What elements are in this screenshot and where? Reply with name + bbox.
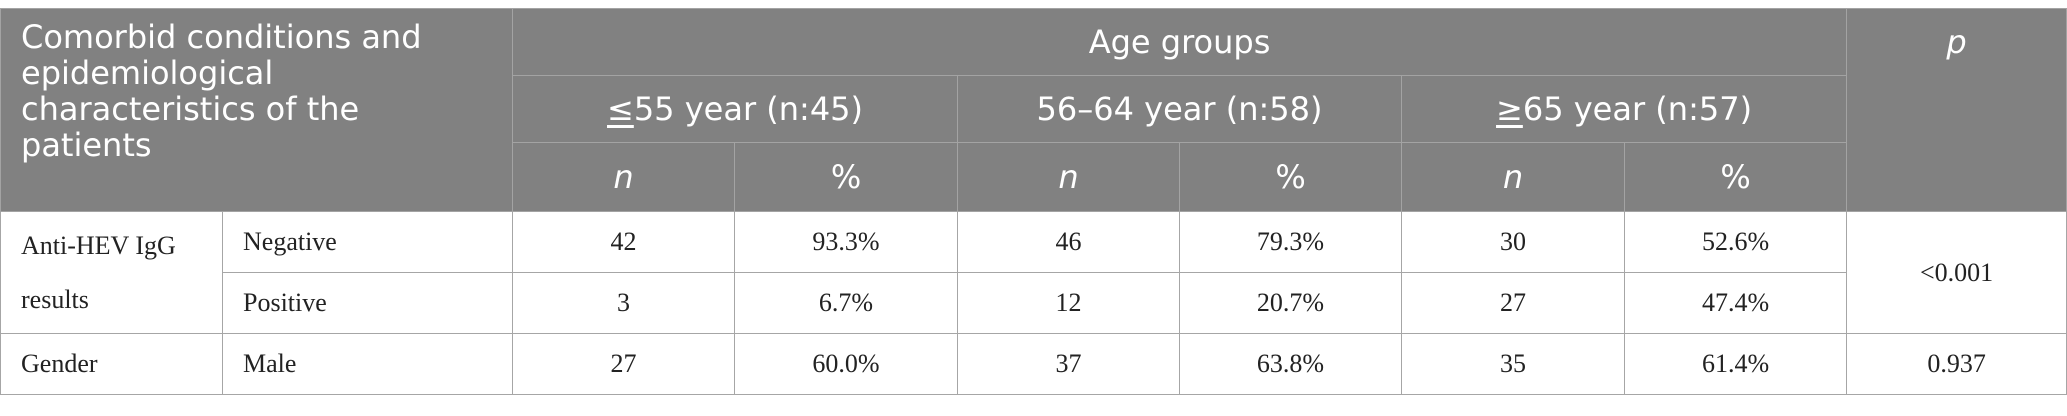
symbol-ge: ≥ bbox=[1496, 90, 1523, 128]
cell: 79.3% bbox=[1179, 211, 1403, 273]
row-label-anti-hev: Anti-HEV IgG results bbox=[0, 211, 223, 334]
group-3-text: 65 year (n:57) bbox=[1522, 90, 1753, 128]
header-pct-2: % bbox=[1179, 142, 1403, 212]
table-row: Anti-HEV IgG results Negative 42 93.3% 4… bbox=[0, 211, 2067, 334]
cell: 3 bbox=[512, 272, 736, 334]
row-sub-positive: Positive bbox=[221, 272, 514, 334]
table-container: Comorbid conditions and epidemiological … bbox=[0, 8, 2067, 395]
p-value-anti-hev: <0.001 bbox=[1846, 211, 2067, 334]
header-group-1: ≤55 year (n:45) bbox=[512, 75, 959, 143]
cell: 6.7% bbox=[734, 272, 959, 334]
cell: 46 bbox=[957, 211, 1181, 273]
cell: 61.4% bbox=[1624, 333, 1848, 395]
cell: 93.3% bbox=[734, 211, 959, 273]
cell: 37 bbox=[957, 333, 1181, 395]
header-age-groups: Age groups bbox=[512, 8, 1848, 76]
header-corner: Comorbid conditions and epidemiological … bbox=[0, 8, 514, 212]
table-row: Gender Male 27 60.0% 37 63.8% 35 61.4% 0… bbox=[0, 333, 2067, 395]
header-group-2: 56–64 year (n:58) bbox=[957, 75, 1403, 143]
header-n-2: n bbox=[957, 142, 1181, 212]
cell: 12 bbox=[957, 272, 1181, 334]
header-n-1: n bbox=[512, 142, 736, 212]
cell: 30 bbox=[1401, 211, 1626, 273]
cell: 63.8% bbox=[1179, 333, 1403, 395]
cell: 27 bbox=[1401, 272, 1626, 334]
symbol-le: ≤ bbox=[607, 90, 634, 128]
cell: 52.6% bbox=[1624, 211, 1848, 273]
header-pct-3: % bbox=[1624, 142, 1848, 212]
cell: 20.7% bbox=[1179, 272, 1403, 334]
header-p: p bbox=[1846, 8, 2067, 212]
header-pct-1: % bbox=[734, 142, 959, 212]
cell: 47.4% bbox=[1624, 272, 1848, 334]
row-sub-male: Male bbox=[221, 333, 514, 395]
cell: 35 bbox=[1401, 333, 1626, 395]
cell: 42 bbox=[512, 211, 736, 273]
p-value-gender: 0.937 bbox=[1846, 333, 2067, 395]
cell: 27 bbox=[512, 333, 736, 395]
row-sub-negative: Negative bbox=[221, 211, 514, 273]
cell: 60.0% bbox=[734, 333, 959, 395]
table-row: Positive 3 6.7% 12 20.7% 27 47.4% bbox=[1, 272, 2067, 334]
group-1-text: 55 year (n:45) bbox=[633, 90, 864, 128]
header-n-3: n bbox=[1401, 142, 1626, 212]
header-group-3: ≥65 year (n:57) bbox=[1401, 75, 1848, 143]
data-table: Comorbid conditions and epidemiological … bbox=[0, 8, 2067, 395]
row-label-gender: Gender bbox=[0, 333, 223, 395]
